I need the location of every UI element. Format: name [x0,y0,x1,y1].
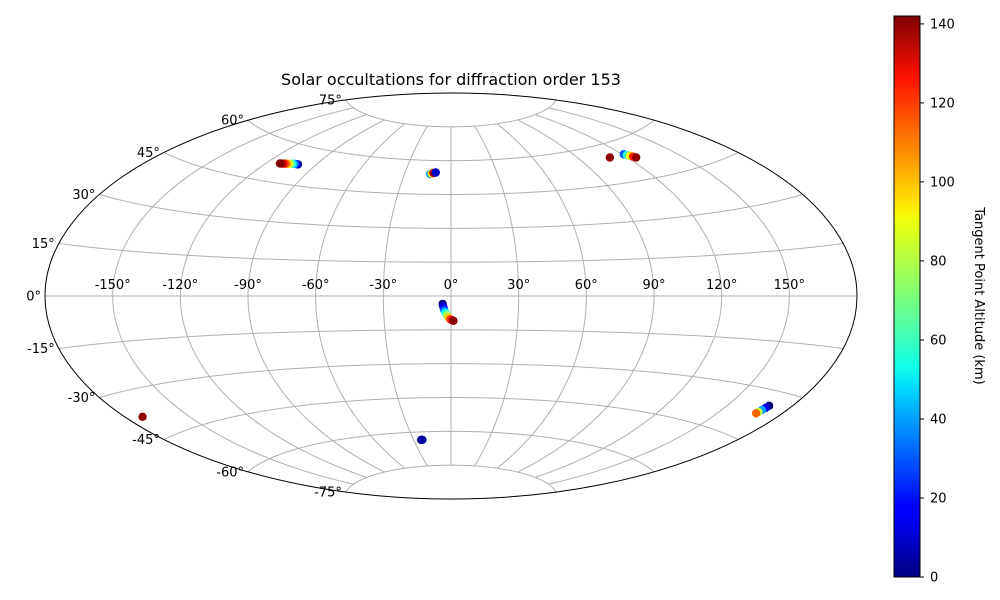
longitude-tick-label: -30° [369,278,397,293]
colorbar-ticks: 0 20 40 60 80 100 120 140 [920,17,955,586]
longitude-tick-labels: -150° -120° -90° -60° -30° 0° 30° 60° 90° 120° 150… [95,278,805,293]
latitude-tick-label: -75° [314,486,342,501]
occultation-point [751,409,761,418]
latitude-tick-label: 30° [72,188,95,203]
occultation-point [418,435,427,445]
parallel-line [99,194,803,229]
map-boundary [44,92,858,500]
colorbar-label: Tangent Point Altitude (km) [971,206,986,384]
longitude-tick-label: 60° [575,278,598,293]
longitude-tick-label: -60° [302,278,330,293]
latitude-tick-label: -30° [68,391,96,406]
map-area: -150° -120° -90° -60° -30° 0° 30° 60° 90° 120° 150… [26,92,858,501]
parallel-line [247,119,655,162]
colorbar-gradient [893,15,921,578]
colorbar: 0 20 40 60 80 100 120 140 Tangent Point Altitud… [893,15,986,586]
latitude-tick-label: -60° [216,465,244,480]
parallel-line [99,363,803,398]
latitude-tick-label: 0° [26,290,41,305]
colorbar-tick-label: 40 [930,413,947,428]
latitude-tick-label: -45° [132,433,160,448]
latitude-tick-labels: 75° 60° 45° 30° 15° 0° -15° -30° -45° -60° -75° [26,93,342,500]
occultation-points [138,150,774,445]
longitude-tick-label: 90° [642,278,665,293]
longitude-tick-label: -90° [234,278,262,293]
chart-title: Solar occultations for diffraction order… [281,70,621,89]
colorbar-tick-label: 80 [930,254,947,269]
occultation-point [275,159,285,168]
latitude-tick-label: 75° [319,93,342,108]
occultation-point [631,153,641,162]
longitude-tick-label: -150° [95,278,131,293]
latitude-tick-label: 45° [137,146,160,161]
colorbar-tick-label: 0 [930,571,938,586]
longitude-tick-label: 30° [507,278,530,293]
longitude-tick-label: -120° [162,278,198,293]
parallel-line [58,329,844,350]
longitude-tick-label: 120° [706,278,737,293]
parallel-line [163,152,739,195]
occultation-point [449,316,458,326]
latitude-tick-label: 60° [221,114,244,129]
colorbar-tick-label: 60 [930,334,947,349]
colorbar-tick-label: 100 [930,175,955,190]
longitude-tick-label: 0° [444,278,459,293]
colorbar-tick-label: 140 [930,17,955,32]
occultation-point [138,412,147,421]
occultation-point [605,153,615,162]
parallel-line [345,464,557,493]
parallel-line [345,99,557,128]
parallel-line [58,242,844,263]
colorbar-tick-label: 20 [930,492,947,507]
parallel-line [163,397,739,440]
latitude-tick-label: 15° [32,237,55,252]
occultation-point [431,168,440,177]
parallel-line [247,430,655,473]
longitude-tick-label: 150° [774,278,805,293]
colorbar-tick-label: 120 [930,96,955,111]
latitude-tick-label: -15° [27,342,55,357]
graticule [45,99,857,493]
